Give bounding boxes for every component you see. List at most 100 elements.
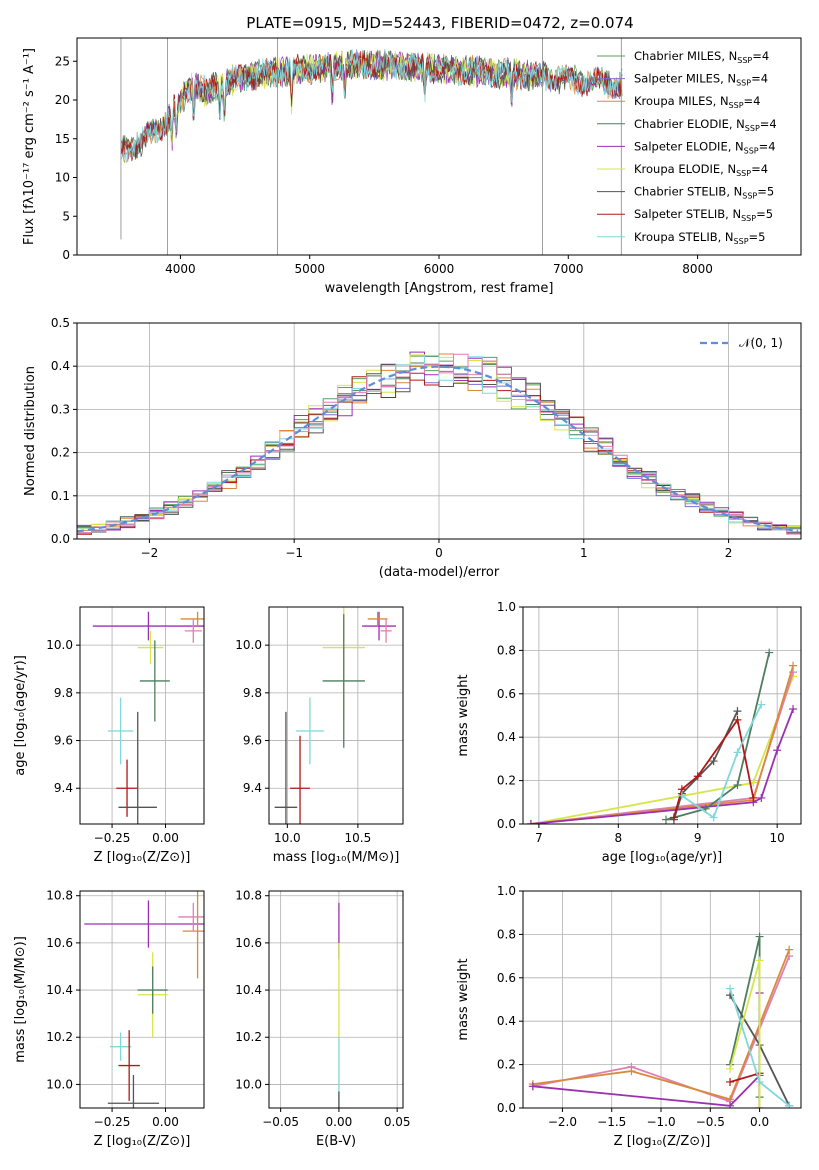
mass-weight-point [526,820,535,824]
x-tick-label: −2.0 [548,1115,577,1129]
y-tick-label: 9.6 [54,734,73,748]
mass-weight-line [530,708,794,824]
mass-weight-point [789,661,798,670]
plot-area [84,891,204,1108]
mass-weight-vs-metallicity-chart: −2.0 −1.5 −1.0 −0.5 0.0 0.0 0.2 0.4 0.6 0.8 1.0 Z [… [456,884,802,1149]
y-tick-label: 1.0 [497,884,516,898]
spectrum-series-line [120,48,623,164]
age-vs-metallicity-chart: −0.25 0.00 9.4 9.6 9.8 10.0 Z [log₁₀(Z/Z⊙)] age… [13,606,205,865]
mass-weight-point [757,793,766,802]
x-tick-label: 9 [694,831,702,845]
x-axis-label: Z [log₁₀(Z/Z⊙)] [614,1134,711,1149]
mass-weight-point [733,748,742,757]
x-tick-label: 2 [725,546,733,560]
y-tick-label: 10.4 [46,983,73,997]
y-tick-label: 10.2 [46,1030,73,1044]
plot-area [528,932,794,1108]
x-tick-label: −1.5 [597,1115,626,1129]
mass-weight-point [755,932,764,941]
mass-weight-point [755,1104,764,1108]
x-tick-label: 6000 [424,262,455,276]
legend-entry: Kroupa ELODIE, NSSP=4 [634,162,768,178]
legend-entry: Salpeter STELIB, NSSP=5 [634,207,773,223]
mass-weight-point [755,956,764,965]
y-tick-label: 0 [62,248,70,262]
y-tick-label: 0.4 [497,730,516,744]
x-tick-label: −1.0 [646,1115,675,1129]
plot-area [120,38,623,255]
mass-weight-point [709,757,718,766]
figure-title: PLATE=0915, MJD=52443, FIBERID=0472, z=0… [246,14,633,32]
mass-weight-point [765,648,774,657]
axes-frame [268,890,404,1109]
mass-weight-point [528,1082,537,1091]
legend-entry: 𝒩(0, 1) [739,336,783,350]
y-axis-label: mass weight [456,674,471,756]
x-tick-label: 0 [435,546,443,560]
y-tick-label: 1.0 [497,600,516,614]
x-tick-label: −0.05 [262,1115,299,1129]
y-tick-label: 9.4 [54,781,73,795]
plot-area [274,607,396,824]
y-tick-label: 0.0 [51,532,70,546]
x-tick-label: 7000 [553,262,584,276]
plot-area [92,611,204,824]
mass-weight-point [773,746,782,755]
y-tick-label: 0.1 [51,489,70,503]
x-axis-label: wavelength [Angstrom, rest frame] [325,281,554,296]
x-axis-label: Z [log₁₀(Z/Z⊙)] [94,850,191,865]
mass-weight-point [733,715,742,724]
y-axis-label: Normed distribution [23,366,38,496]
mass-weight-line [681,704,763,819]
mass-weight-point [755,1077,764,1086]
y-tick-label: 0.0 [497,817,516,831]
gaussian-curve [77,365,799,533]
x-tick-label: −0.25 [94,1115,131,1129]
x-tick-label: 4000 [165,262,196,276]
mass-weight-point [785,1101,794,1108]
x-axis-label: E(B-V) [316,1134,356,1149]
x-tick-label: −0.5 [696,1115,725,1129]
y-axis-label: age [log₁₀(age/yr)] [13,655,28,776]
legend-entry: Kroupa STELIB, NSSP=5 [634,230,765,246]
y-tick-label: 0.2 [497,1058,516,1072]
mass-weight-line [532,993,761,1107]
mass-weight-point [709,813,718,822]
y-axis-label: mass [log₁₀(M/M⊙)] [13,936,28,1063]
spectrum-chart: 4000 5000 6000 7000 8000 0 5 10 15 20 25 wavelength… [22,37,802,296]
y-tick-label: 0.4 [497,1014,516,1028]
legend-entry: Chabrier MILES, NSSP=4 [634,49,769,65]
y-tick-label: 0.0 [497,1101,516,1115]
y-tick-label: 10.6 [46,936,73,950]
y-tick-label: 9.4 [243,781,262,795]
age-vs-mass-chart: 10.0 10.5 9.4 9.6 9.8 10.0 mass [log₁₀(M/M⊙)] [235,606,404,865]
legend-entry: Chabrier STELIB, NSSP=5 [634,185,774,201]
x-tick-label: 8000 [682,262,713,276]
y-tick-label: 0.2 [51,446,70,460]
y-axis-label: mass weight [456,958,471,1040]
y-tick-label: 0.8 [497,643,516,657]
x-tick-label: −1 [285,546,303,560]
mass-weight-point [789,704,798,713]
x-axis-label: age [log₁₀(age/yr)] [602,850,723,865]
y-tick-label: 9.8 [54,686,73,700]
residuals-histogram-chart: −2 −1 0 1 2 0.0 0.1 0.2 0.3 0.4 0.5 (data-model)/er… [23,316,802,580]
mass-weight-point [677,791,686,800]
spectrum-series-line [120,51,623,162]
y-tick-label: 10.6 [235,936,262,950]
y-tick-label: 25 [55,54,70,68]
histogram-series [77,353,801,535]
y-tick-label: 5 [62,209,70,223]
x-tick-label: −0.25 [94,831,131,845]
mass-weight-point [757,700,766,709]
y-tick-label: 10 [55,171,70,185]
x-tick-label: 7 [535,831,543,845]
mass-weight-point [733,780,742,789]
y-tick-label: 10.0 [46,638,73,652]
y-tick-label: 9.8 [243,686,262,700]
mass-weight-point [785,945,794,954]
y-tick-label: 0.8 [497,927,516,941]
x-tick-label: −2 [141,546,159,560]
mass-weight-point [726,1077,735,1086]
